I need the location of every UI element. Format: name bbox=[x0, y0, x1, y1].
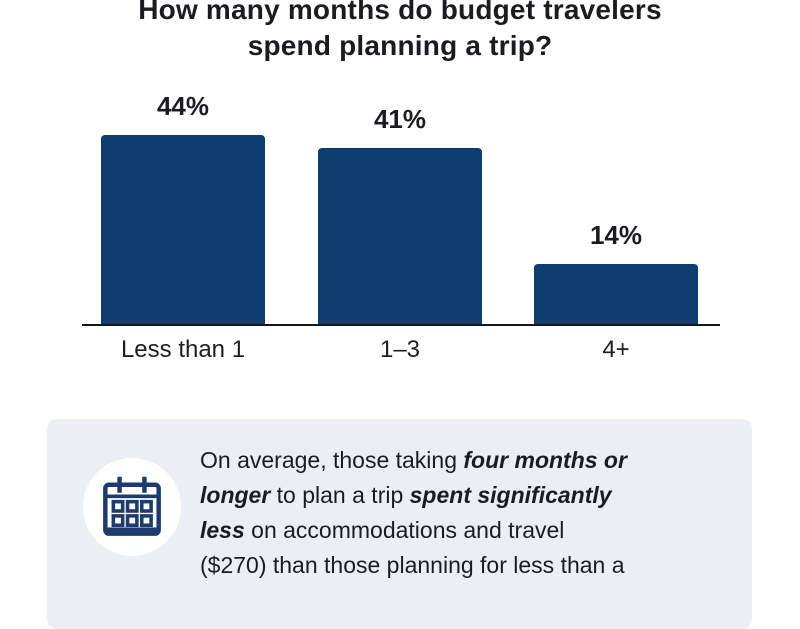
bar-value-label: 44% bbox=[156, 91, 210, 121]
bar-group-1-3: 41% bbox=[318, 104, 482, 324]
chart-title-line2: spend planning a trip? bbox=[247, 30, 553, 61]
bar-group-4-plus: 14% bbox=[534, 220, 698, 324]
x-tick-label-less-than-1: Less than 1 bbox=[120, 336, 246, 363]
callout-card: On average, those taking four months or l… bbox=[47, 419, 752, 629]
chart-title-line1: How many months do budget travelers bbox=[138, 0, 662, 25]
bar-4-plus bbox=[534, 264, 698, 324]
x-axis-line bbox=[82, 324, 720, 326]
calendar-icon-circle bbox=[83, 458, 181, 556]
bar-group-less-than-1: 44% bbox=[101, 91, 265, 324]
bar-1-3 bbox=[318, 148, 482, 324]
bar-less-than-1 bbox=[101, 135, 265, 324]
x-tick-label-1-3: 1–3 bbox=[379, 336, 421, 363]
callout-text: On average, those taking four months or l… bbox=[200, 447, 627, 578]
chart-title: How many months do budget travelers spend… bbox=[0, 0, 800, 64]
calendar-icon bbox=[103, 476, 161, 536]
bar-value-label: 41% bbox=[373, 104, 427, 134]
bar-value-label: 14% bbox=[589, 220, 643, 250]
x-tick-label-4-plus: 4+ bbox=[602, 336, 630, 363]
